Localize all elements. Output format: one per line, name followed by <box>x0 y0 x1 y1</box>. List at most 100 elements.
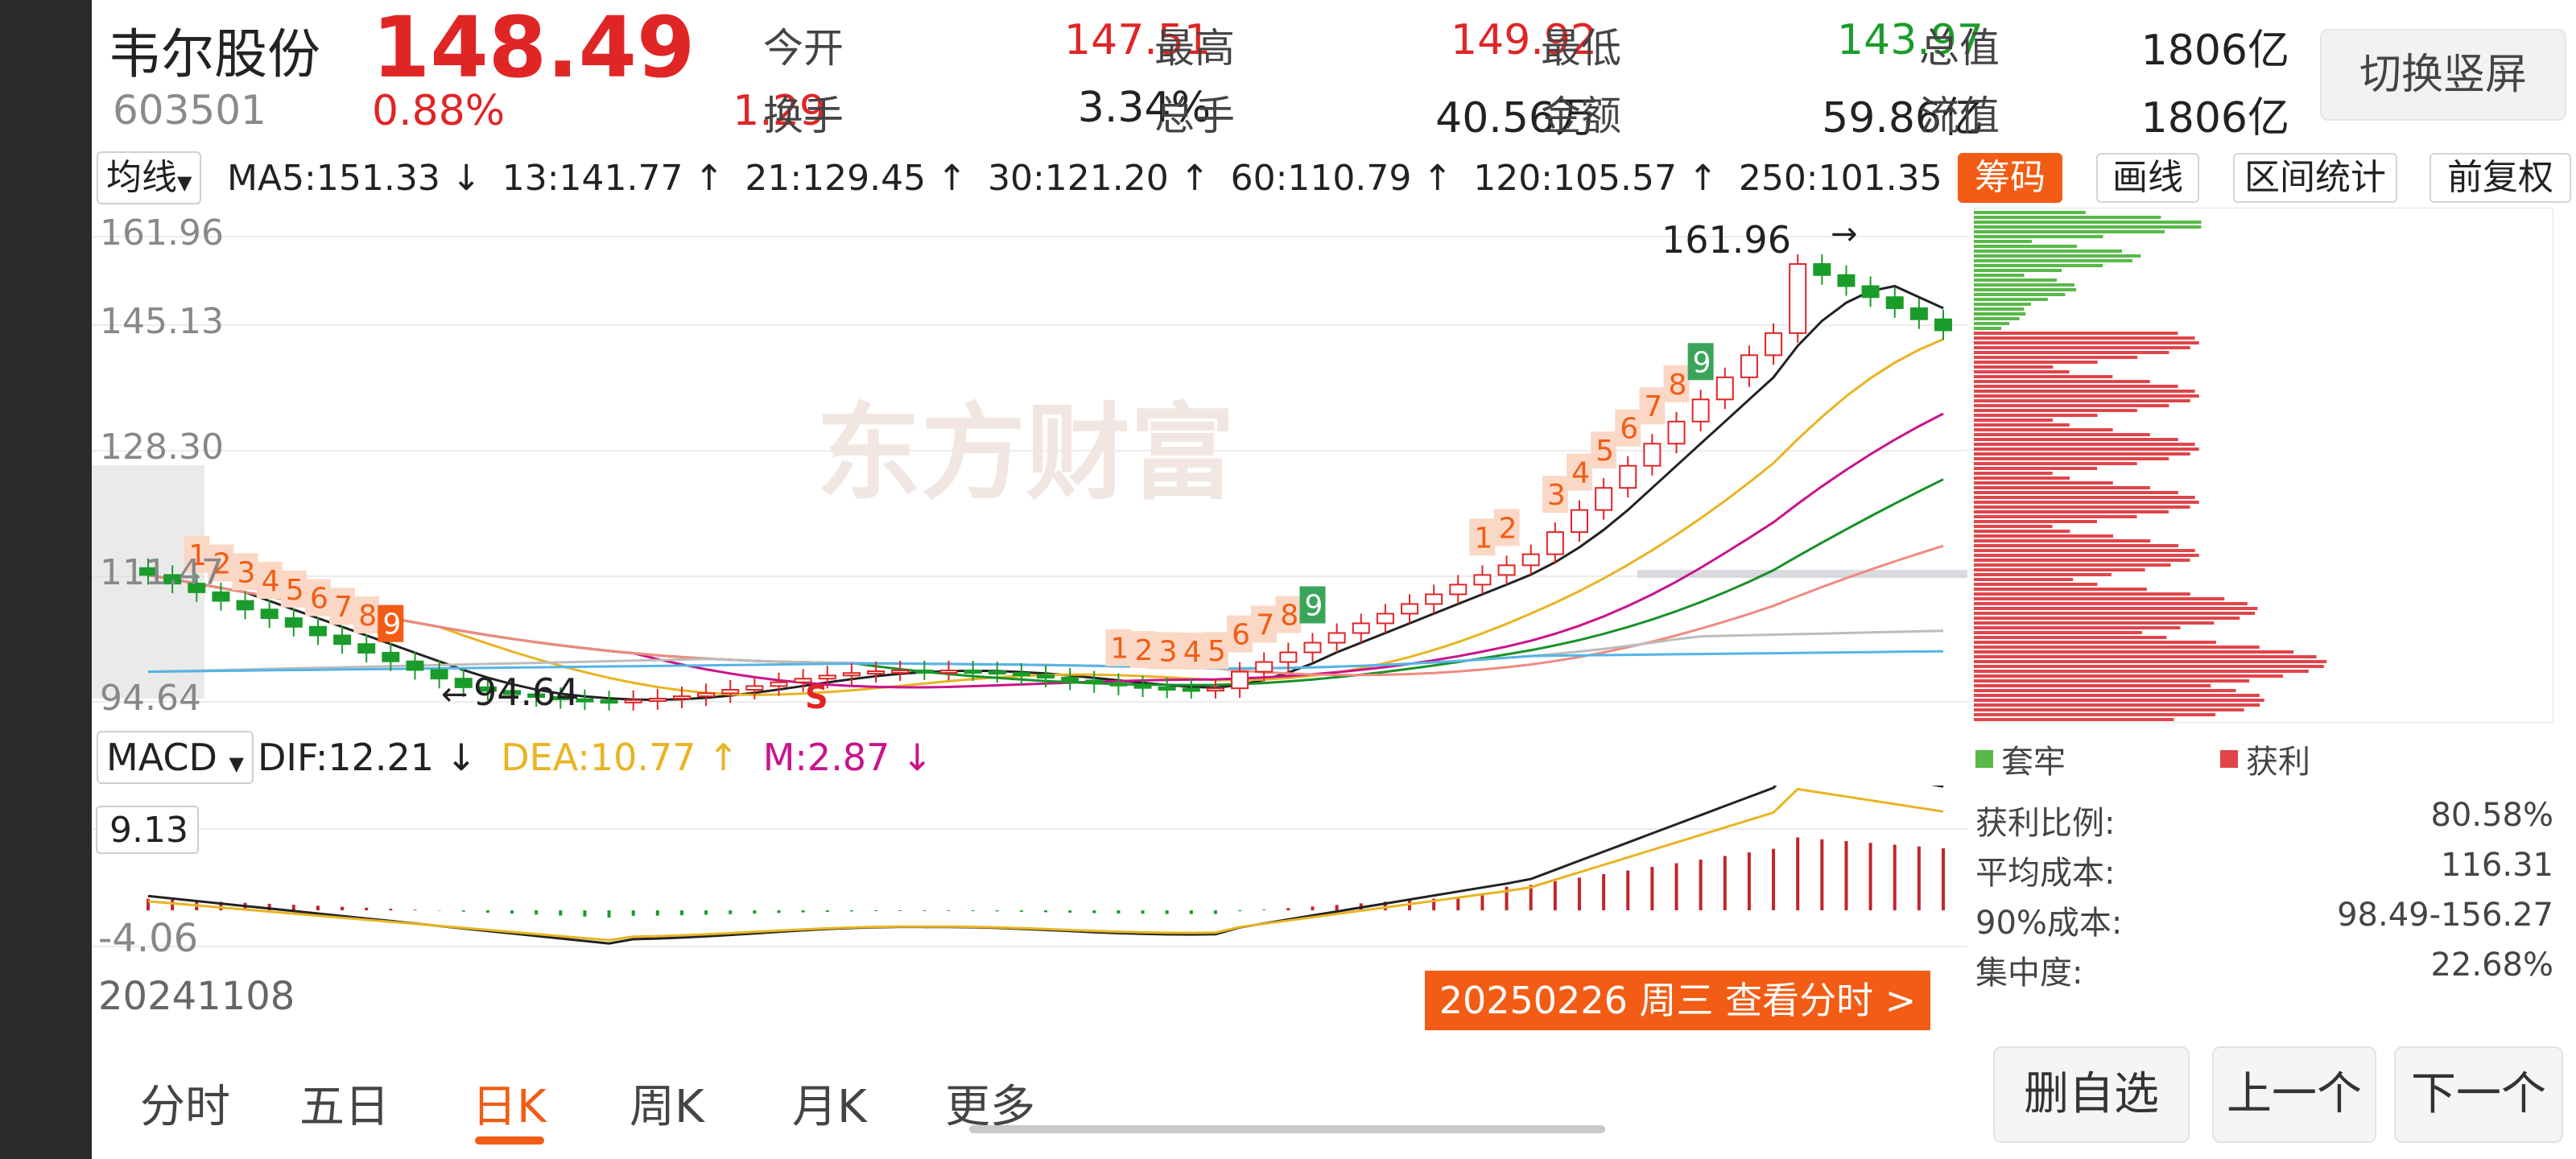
cost-90-value: 98.49-156.27 <box>2337 897 2553 934</box>
ma-selector[interactable]: 均线▼ <box>97 151 202 204</box>
stock-name: 韦尔股份 <box>108 23 320 85</box>
chip-bar-profit <box>1974 679 2250 683</box>
chip-bar-trapped <box>1974 312 2026 316</box>
dropdown-arrow-icon: ▼ <box>229 753 244 775</box>
chip-bar-trapped <box>1974 274 2025 277</box>
chip-bar-trapped <box>1974 216 2161 219</box>
td-mark-number: 8 <box>1669 369 1687 402</box>
macd-selector[interactable]: MACD ▼ <box>97 731 254 784</box>
tab-weekly-k[interactable]: 周K <box>630 1081 704 1133</box>
candle-body <box>382 651 400 662</box>
td-mark-number: 1 <box>1110 633 1129 666</box>
tab-intraday[interactable]: 分时 <box>140 1081 230 1133</box>
ma-line <box>147 650 1944 674</box>
td-mark-number: 9 <box>1693 346 1711 379</box>
switch-portrait-button[interactable]: 切换竖屏 <box>2320 29 2566 121</box>
candle-body <box>1449 584 1468 596</box>
chip-bar-profit <box>1974 476 2070 480</box>
candle-body <box>1934 318 1952 332</box>
remove-watchlist-button[interactable]: 删自选 <box>1993 1046 2190 1143</box>
chip-bar-profit <box>1974 607 2258 610</box>
candle-body <box>333 634 352 645</box>
candle-body <box>624 699 642 703</box>
chip-bar-profit <box>1974 419 2054 422</box>
profit-ratio-row: 获利比例: 80.58% <box>1975 797 2553 845</box>
chip-bar-profit <box>1974 481 2113 485</box>
stat-label-total-value: 总值 <box>1919 25 2000 72</box>
td-mark-number: 2 <box>1135 634 1154 667</box>
candle-body <box>1765 332 1783 357</box>
candle-body <box>478 686 497 692</box>
view-intraday-button[interactable]: 20250226 周三 查看分时 > <box>1425 971 1930 1030</box>
td-mark-badge <box>1105 629 1132 666</box>
chip-bar-trapped <box>1974 211 2086 214</box>
td-mark-badge <box>280 570 307 608</box>
chip-bar-profit <box>1974 438 2178 441</box>
candle-body <box>139 567 157 576</box>
stat-value-high: 149.92 <box>1451 16 1597 64</box>
dea-line <box>147 787 1944 942</box>
candle-body <box>1740 354 1758 378</box>
y-label-128: 128.30 <box>100 427 224 468</box>
concentration-row: 集中度: 22.68% <box>1975 947 2553 995</box>
candle-body <box>842 672 861 677</box>
previous-stock-button[interactable]: 上一个 <box>2212 1046 2376 1143</box>
ma21-value: 21:129.45 ↑ <box>745 158 967 199</box>
macd-lines <box>147 786 1944 945</box>
candle-body <box>1837 274 1856 287</box>
candle-body <box>1012 672 1030 677</box>
chip-bar-profit <box>1974 491 2178 494</box>
tab-more[interactable]: 更多 <box>945 1081 1035 1133</box>
candle-body <box>1861 285 1880 299</box>
stat-value-total-value: 1806亿 <box>2140 27 2289 75</box>
macd-chart[interactable]: 9.13 -4.06 <box>92 786 1967 971</box>
candle-body <box>745 685 764 691</box>
start-date-label: 20241108 <box>98 974 295 1019</box>
candle-body <box>1595 487 1613 511</box>
chip-bar-profit <box>1974 602 2248 605</box>
forward-adjust-button[interactable]: 前复权 <box>2429 153 2571 203</box>
range-stats-button[interactable]: 区间统计 <box>2233 153 2397 203</box>
legend-trapped-swatch <box>1975 750 1993 768</box>
tab-five-day[interactable]: 五日 <box>299 1081 390 1133</box>
chip-bar-trapped <box>1974 225 2202 229</box>
td-mark-number: 5 <box>1596 435 1614 468</box>
td-mark-number: 8 <box>1280 600 1298 633</box>
chip-bar-profit <box>1974 568 2145 571</box>
chips-button[interactable]: 筹码 <box>1958 153 2062 203</box>
td-mark-badge <box>378 604 404 642</box>
td-mark-number: 7 <box>1256 609 1274 642</box>
draw-line-button[interactable]: 画线 <box>2096 153 2199 203</box>
y-label-94: 94.64 <box>100 678 201 719</box>
candle-body <box>1327 632 1346 644</box>
candle-body <box>1109 682 1128 687</box>
chip-bar-profit <box>1974 665 2324 668</box>
chip-bar-profit <box>1974 699 2264 702</box>
candles <box>139 254 1952 711</box>
y-label-145: 145.13 <box>100 301 224 342</box>
chip-bar-trapped <box>1974 317 2020 320</box>
tab-scrollbar[interactable] <box>969 1125 1605 1133</box>
chip-bar-trapped <box>1974 264 2103 267</box>
candle-body <box>1789 263 1807 334</box>
macd-m-value: M:2.87 ↓ <box>762 736 933 779</box>
chip-bar-trapped <box>1974 259 2132 262</box>
chip-bar-profit <box>1974 689 2236 692</box>
tab-daily-k[interactable]: 日K <box>472 1081 547 1133</box>
profit-ratio-value: 80.58% <box>2430 797 2553 834</box>
chip-bar-profit <box>1974 573 2112 576</box>
td-mark-badge <box>1469 518 1496 556</box>
chip-bar-profit <box>1974 515 2137 518</box>
chip-bar-profit <box>1974 626 2181 629</box>
candle-body <box>672 695 691 700</box>
ma250-value: 250:101.35 ↑ <box>1738 158 1984 199</box>
td-mark-badge <box>1663 365 1690 402</box>
td-mark-number: 9 <box>1304 590 1323 623</box>
stat-label-float-value: 流值 <box>1919 93 2000 139</box>
candle-body <box>236 600 254 611</box>
next-stock-button[interactable]: 下一个 <box>2394 1046 2563 1143</box>
tab-monthly-k[interactable]: 月K <box>792 1081 867 1133</box>
y-label-111: 111.47 <box>100 552 224 593</box>
td-mark-badge <box>1591 431 1617 469</box>
